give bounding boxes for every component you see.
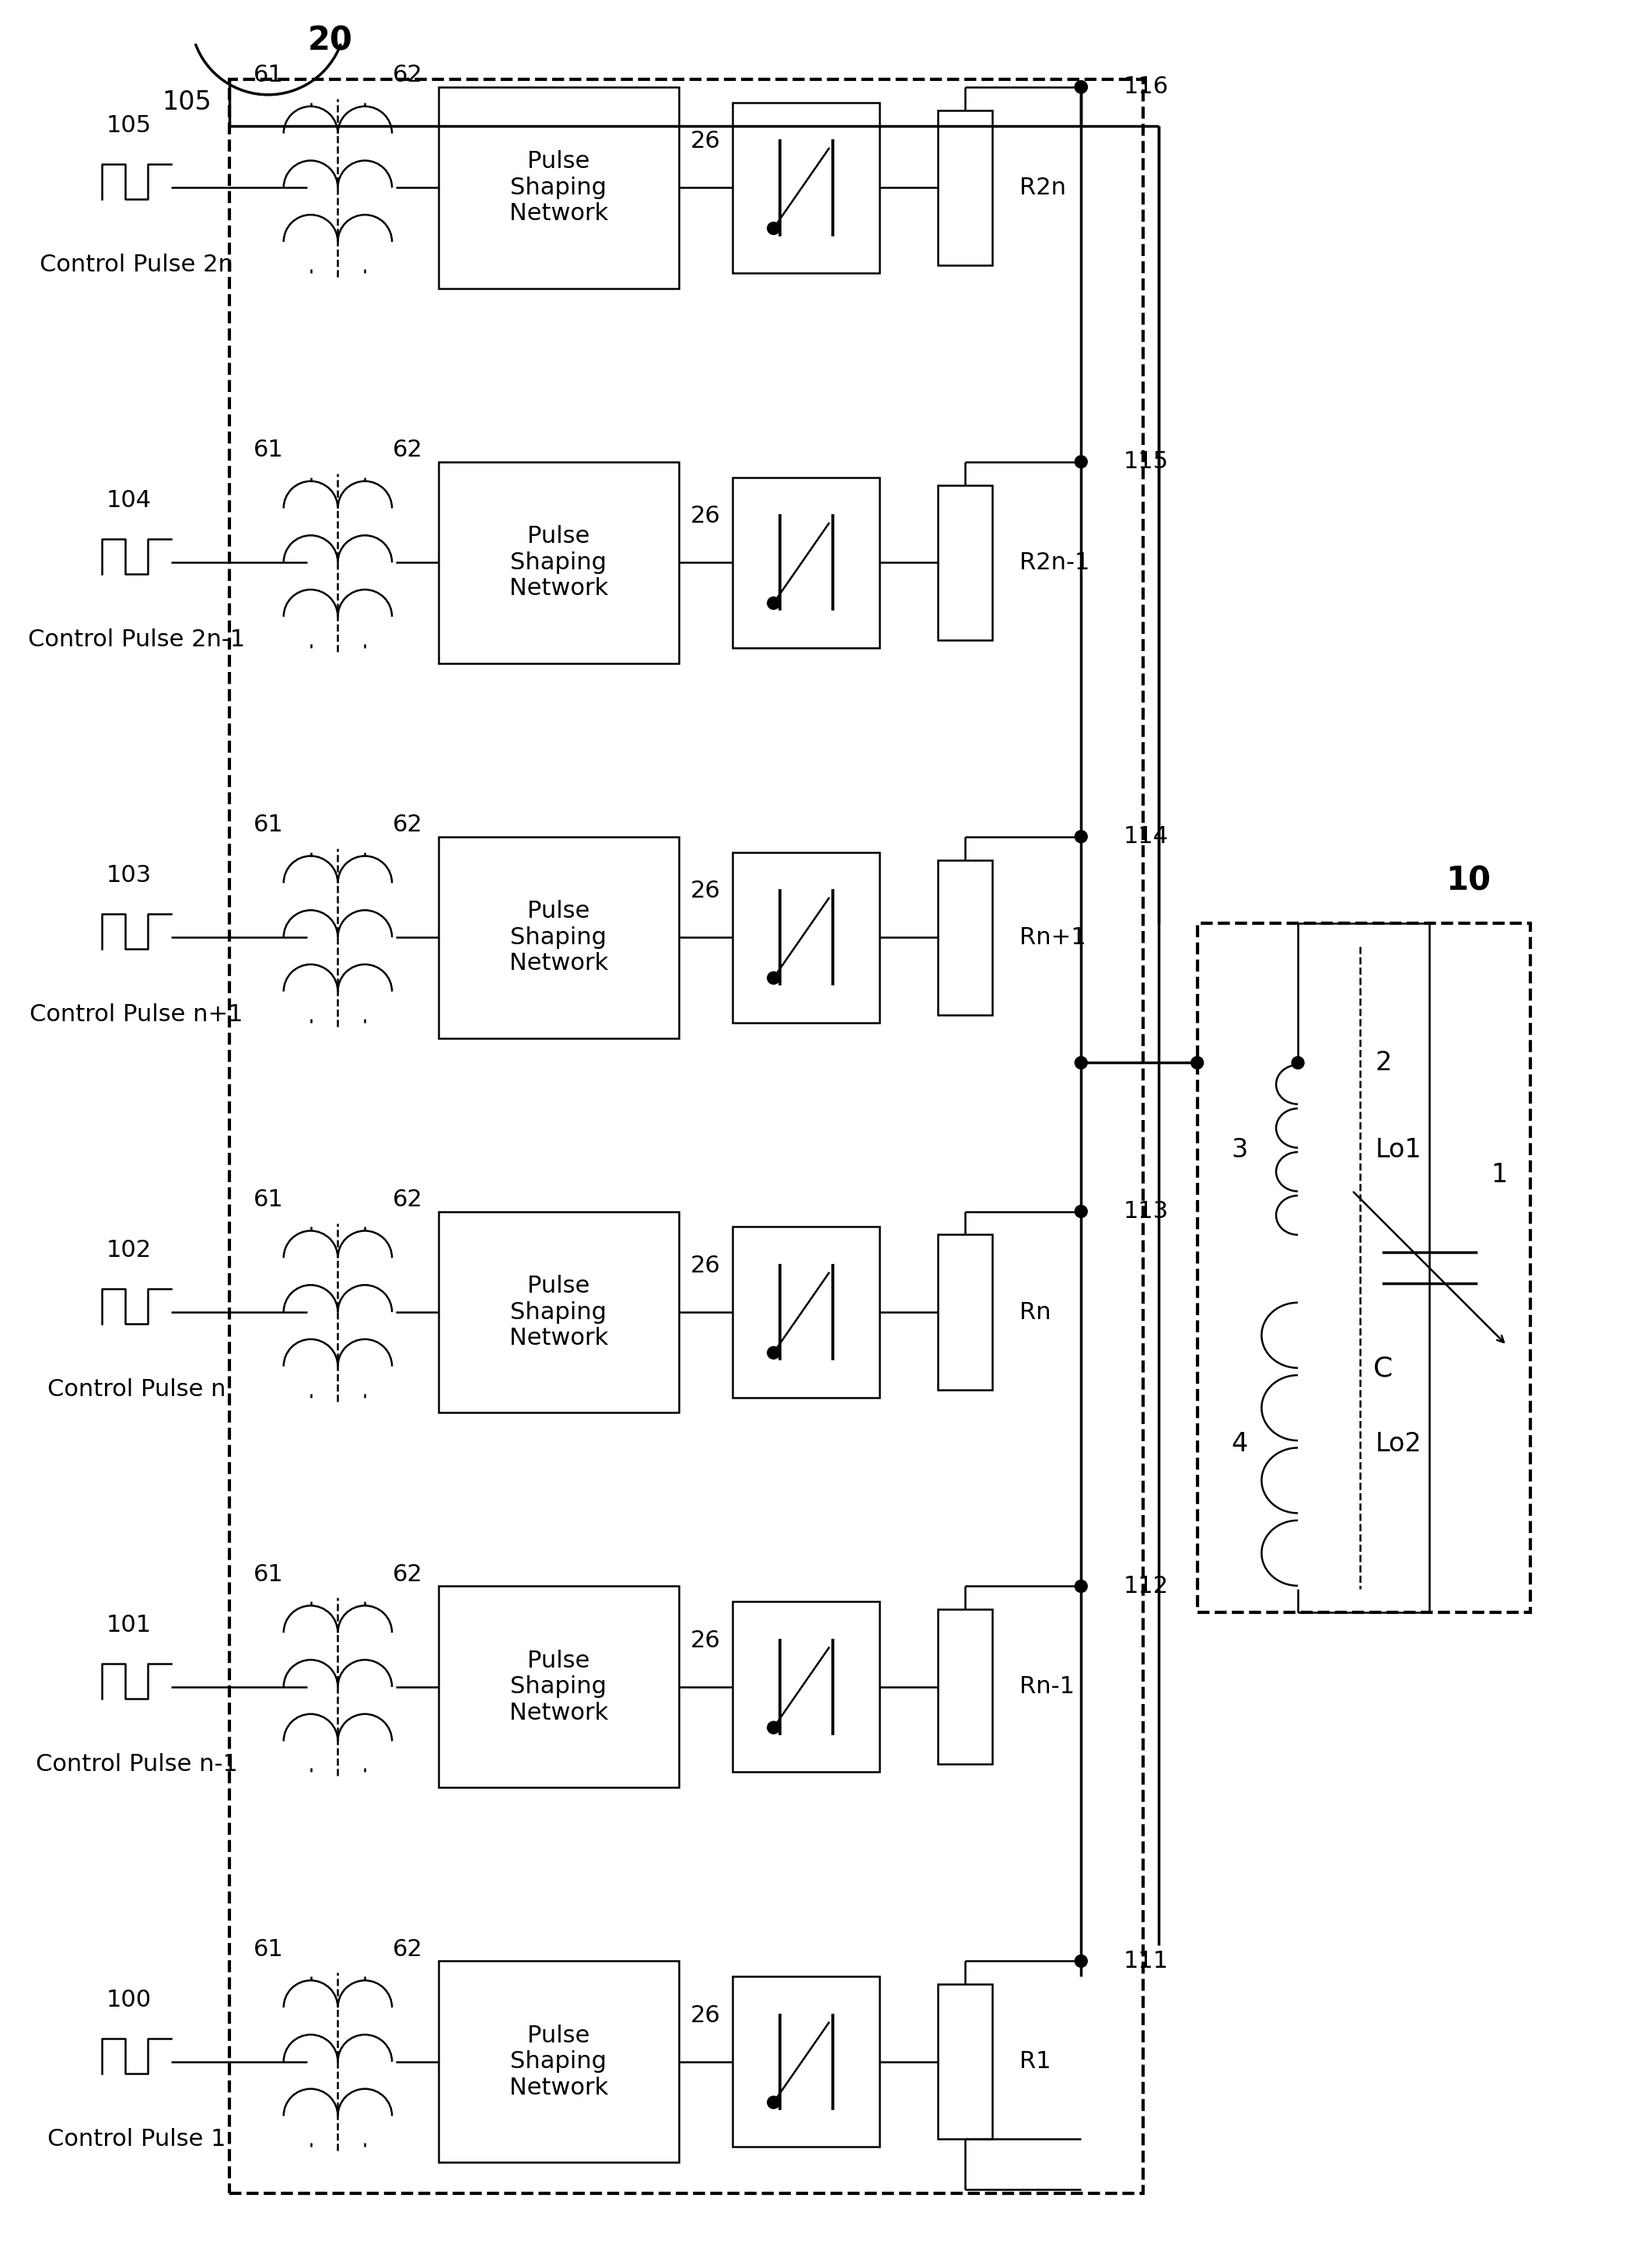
- Circle shape: [767, 1347, 780, 1359]
- Text: 100: 100: [106, 1989, 151, 2012]
- Text: R2n: R2n: [1020, 177, 1065, 200]
- Text: Rn-1: Rn-1: [1020, 1676, 1075, 1699]
- Bar: [733, 1227, 880, 1397]
- Text: Control Pulse 2n: Control Pulse 2n: [39, 254, 233, 277]
- Bar: [1197, 923, 1530, 1613]
- Bar: [938, 485, 992, 640]
- Bar: [439, 1585, 678, 1787]
- Bar: [439, 463, 678, 662]
- Text: 103: 103: [106, 864, 151, 887]
- Text: 20: 20: [307, 25, 353, 57]
- Text: Control Pulse 1: Control Pulse 1: [47, 2127, 226, 2150]
- Text: 61: 61: [254, 1188, 283, 1211]
- Bar: [733, 1601, 880, 1771]
- Text: 102: 102: [106, 1238, 151, 1261]
- Text: 62: 62: [392, 814, 423, 837]
- Text: 115: 115: [1124, 451, 1169, 474]
- Circle shape: [1075, 1581, 1088, 1592]
- Text: 61: 61: [254, 64, 283, 86]
- Text: 113: 113: [1124, 1200, 1169, 1222]
- Text: Pulse
Shaping
Network: Pulse Shaping Network: [509, 1649, 608, 1724]
- Text: Control Pulse n-1: Control Pulse n-1: [36, 1753, 237, 1776]
- Text: Rn+1: Rn+1: [1020, 925, 1086, 948]
- Text: C: C: [1374, 1356, 1393, 1381]
- Bar: [439, 1962, 678, 2161]
- Text: 114: 114: [1124, 826, 1169, 848]
- Text: 105: 105: [163, 91, 211, 116]
- Text: 62: 62: [392, 1563, 423, 1585]
- Text: 112: 112: [1124, 1574, 1169, 1597]
- Circle shape: [767, 1721, 780, 1733]
- Circle shape: [1291, 1057, 1304, 1068]
- Text: 104: 104: [106, 490, 151, 513]
- Text: Rn: Rn: [1020, 1302, 1050, 1325]
- Text: 2: 2: [1376, 1050, 1392, 1075]
- Text: Pulse
Shaping
Network: Pulse Shaping Network: [509, 900, 608, 975]
- Bar: [439, 1211, 678, 1413]
- Bar: [938, 111, 992, 265]
- Circle shape: [1190, 1057, 1203, 1068]
- Bar: [938, 1234, 992, 1390]
- Text: 116: 116: [1124, 75, 1169, 98]
- Text: 26: 26: [691, 1254, 720, 1277]
- Circle shape: [767, 596, 780, 610]
- Circle shape: [767, 971, 780, 984]
- Bar: [439, 837, 678, 1039]
- Text: 111: 111: [1124, 1950, 1169, 1973]
- Circle shape: [1075, 82, 1088, 93]
- Bar: [733, 1975, 880, 2148]
- Text: 61: 61: [254, 440, 283, 460]
- Text: Control Pulse 2n-1: Control Pulse 2n-1: [28, 628, 246, 651]
- Text: 61: 61: [254, 1563, 283, 1585]
- Circle shape: [1075, 1204, 1088, 1218]
- Text: 61: 61: [254, 1939, 283, 1962]
- Text: Pulse
Shaping
Network: Pulse Shaping Network: [509, 1275, 608, 1349]
- Circle shape: [1075, 1057, 1088, 1068]
- Circle shape: [1075, 456, 1088, 467]
- Text: 26: 26: [691, 129, 720, 152]
- Text: 26: 26: [691, 506, 720, 526]
- Circle shape: [1075, 1955, 1088, 1966]
- Bar: [733, 476, 880, 649]
- Text: 4: 4: [1231, 1431, 1247, 1456]
- Text: 62: 62: [392, 64, 423, 86]
- Text: 3: 3: [1231, 1136, 1247, 1163]
- Text: 101: 101: [106, 1615, 151, 1635]
- Text: Control Pulse n: Control Pulse n: [47, 1379, 226, 1402]
- Bar: [938, 1610, 992, 1765]
- Text: 26: 26: [691, 880, 720, 903]
- Text: Control Pulse n+1: Control Pulse n+1: [29, 1002, 244, 1025]
- Text: Pulse
Shaping
Network: Pulse Shaping Network: [509, 2025, 608, 2100]
- Bar: [938, 1984, 992, 2139]
- Text: Lo1: Lo1: [1376, 1136, 1421, 1163]
- Circle shape: [767, 222, 780, 234]
- Bar: [439, 86, 678, 288]
- Text: R2n-1: R2n-1: [1020, 551, 1089, 574]
- Text: Lo2: Lo2: [1376, 1431, 1421, 1456]
- Text: 62: 62: [392, 1188, 423, 1211]
- Text: R1: R1: [1020, 2050, 1050, 2073]
- Circle shape: [767, 2096, 780, 2109]
- Text: Pulse
Shaping
Network: Pulse Shaping Network: [509, 150, 608, 225]
- Bar: [229, 79, 1143, 2193]
- Text: 62: 62: [392, 440, 423, 460]
- Text: 26: 26: [691, 1628, 720, 1651]
- Text: 10: 10: [1446, 864, 1491, 898]
- Text: 26: 26: [691, 2005, 720, 2028]
- Bar: [938, 860, 992, 1014]
- Bar: [733, 853, 880, 1023]
- Text: 105: 105: [106, 113, 151, 136]
- Text: 62: 62: [392, 1939, 423, 1962]
- Text: 1: 1: [1491, 1161, 1507, 1188]
- Circle shape: [1075, 82, 1088, 93]
- Text: 61: 61: [254, 814, 283, 837]
- Circle shape: [1075, 830, 1088, 844]
- Text: Pulse
Shaping
Network: Pulse Shaping Network: [509, 526, 608, 601]
- Bar: [733, 102, 880, 272]
